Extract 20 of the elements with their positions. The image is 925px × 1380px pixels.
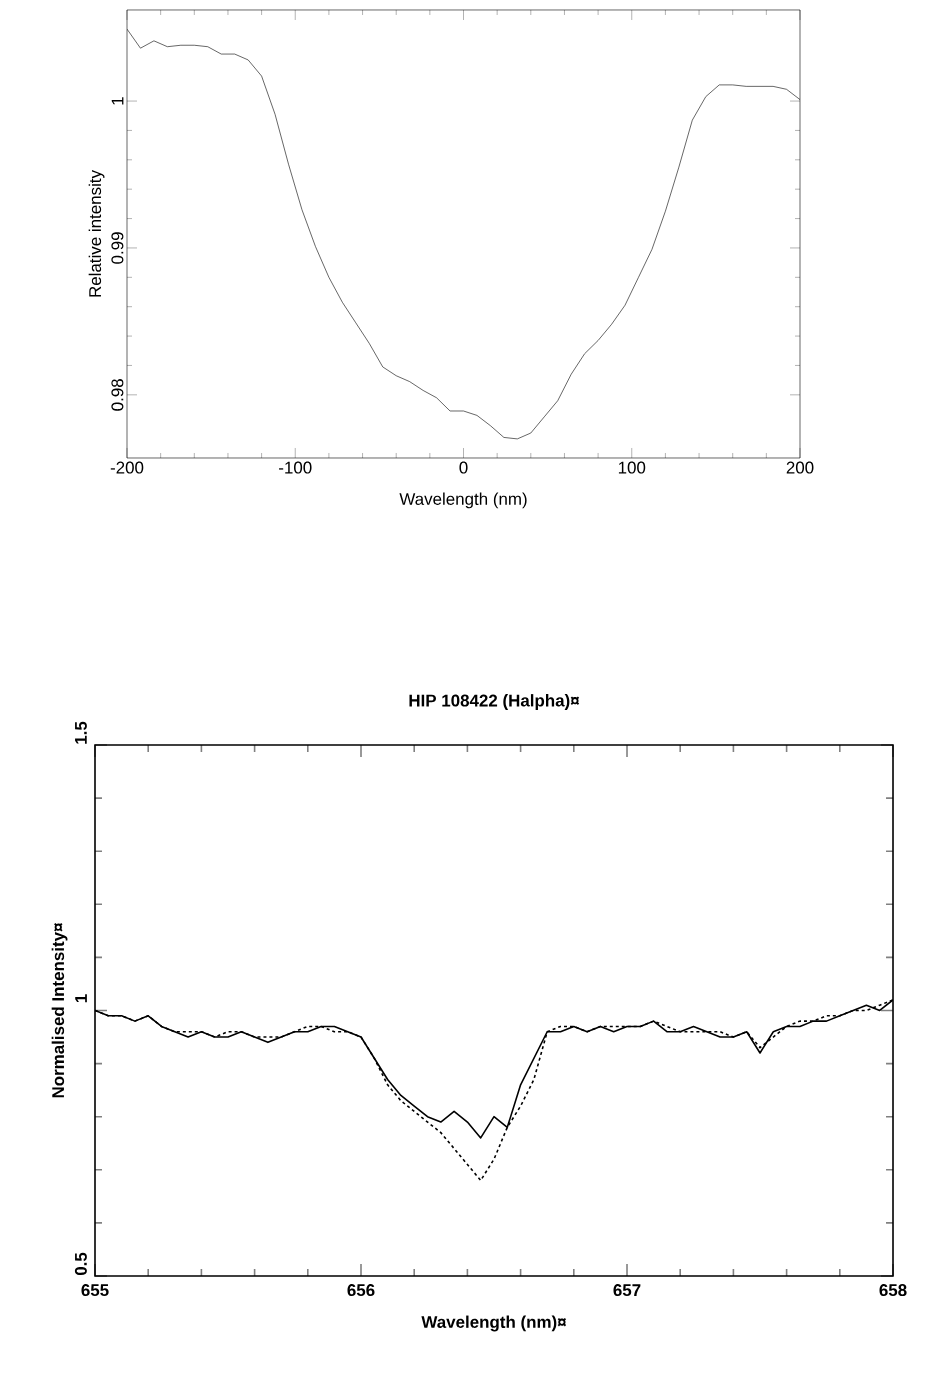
x-tick-label: 657	[613, 1284, 641, 1297]
y-tick-label: 1	[75, 994, 87, 1003]
y-tick-label: 0.98	[111, 379, 124, 411]
x-tick-label: 200	[786, 461, 814, 474]
x-tick-label: -200	[110, 461, 144, 474]
x-axis-title: Wavelength (nm)¤	[421, 1315, 567, 1332]
x-axis-title: Wavelength (nm)	[399, 492, 527, 509]
x-tick-label: 100	[618, 461, 646, 474]
y-tick-label: 1	[111, 97, 124, 105]
y-axis-title: Relative intensity	[88, 170, 105, 297]
x-tick-label: 0	[459, 461, 468, 474]
x-tick-label: -100	[279, 461, 312, 474]
y-tick-label: 1.5	[75, 721, 87, 744]
y-tick-label: 0.99	[111, 232, 124, 264]
y-tick-label: 0.5	[74, 1252, 87, 1276]
x-tick-label: 658	[879, 1284, 907, 1297]
x-tick-label: 655	[81, 1284, 109, 1297]
chart-title: HIP 108422 (Halpha)¤	[409, 694, 580, 710]
y-axis-title: Normalised Intensity¤	[51, 922, 68, 1098]
x-tick-label: 656	[347, 1284, 375, 1297]
